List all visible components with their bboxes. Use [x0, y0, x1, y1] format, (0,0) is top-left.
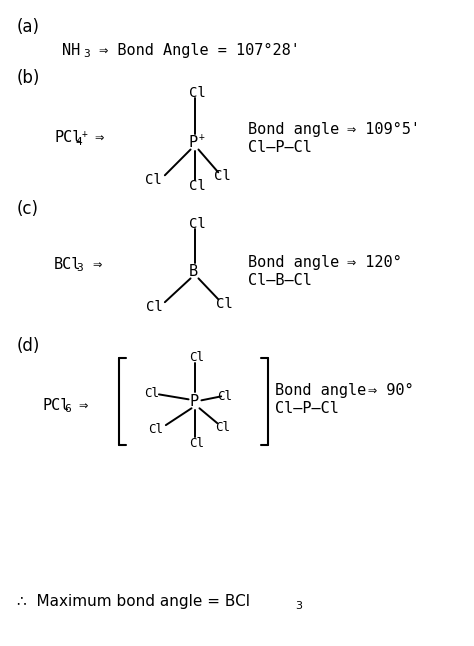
Text: ⇒ 120°: ⇒ 120° [346, 255, 401, 270]
Text: Cl: Cl [190, 437, 205, 450]
Text: 3: 3 [76, 264, 82, 273]
Text: ∴  Maximum bond angle = BCl: ∴ Maximum bond angle = BCl [17, 594, 250, 609]
Text: ⇒: ⇒ [84, 257, 102, 272]
Text: Cl–P–Cl: Cl–P–Cl [248, 140, 312, 155]
Text: Cl: Cl [217, 390, 232, 403]
Text: Cl: Cl [148, 422, 163, 435]
Text: Cl–P–Cl: Cl–P–Cl [274, 401, 338, 416]
Text: ⇒ Bond Angle = 107°28': ⇒ Bond Angle = 107°28' [90, 43, 300, 58]
Text: B: B [189, 264, 198, 279]
Text: ⇒ 90°: ⇒ 90° [368, 383, 414, 398]
Text: (d): (d) [17, 337, 40, 355]
Text: PCl: PCl [54, 130, 82, 145]
Text: +: + [82, 129, 88, 139]
Text: P: P [190, 394, 199, 409]
Text: Cl: Cl [144, 387, 159, 400]
Text: PCl: PCl [42, 398, 70, 413]
Text: 3: 3 [295, 601, 302, 610]
Text: Cl: Cl [189, 217, 205, 231]
Text: (c): (c) [17, 200, 38, 218]
Text: (b): (b) [17, 69, 40, 87]
Text: Cl: Cl [214, 169, 231, 183]
Text: Cl: Cl [216, 297, 233, 311]
Text: Cl: Cl [189, 86, 205, 100]
Text: 6: 6 [64, 404, 71, 414]
Text: ⇒: ⇒ [70, 398, 88, 413]
Text: NH: NH [62, 43, 80, 58]
Text: ⇒: ⇒ [86, 130, 104, 145]
Text: ⇒ 109°5': ⇒ 109°5' [346, 122, 419, 137]
Text: (a): (a) [17, 17, 40, 36]
Text: +: + [199, 132, 204, 141]
Text: 4: 4 [76, 136, 82, 147]
Text: Cl: Cl [146, 300, 163, 314]
Text: P: P [189, 135, 198, 150]
Text: Cl–B–Cl: Cl–B–Cl [248, 273, 312, 288]
Text: Bond angle: Bond angle [274, 383, 366, 398]
Text: Cl: Cl [215, 421, 230, 433]
Text: Cl: Cl [145, 173, 162, 187]
Text: Bond angle: Bond angle [248, 122, 339, 137]
Text: Bond angle: Bond angle [248, 255, 339, 270]
Text: 3: 3 [83, 49, 90, 59]
Text: Cl: Cl [189, 179, 205, 193]
Text: BCl: BCl [54, 257, 82, 272]
Text: Cl: Cl [190, 351, 205, 364]
